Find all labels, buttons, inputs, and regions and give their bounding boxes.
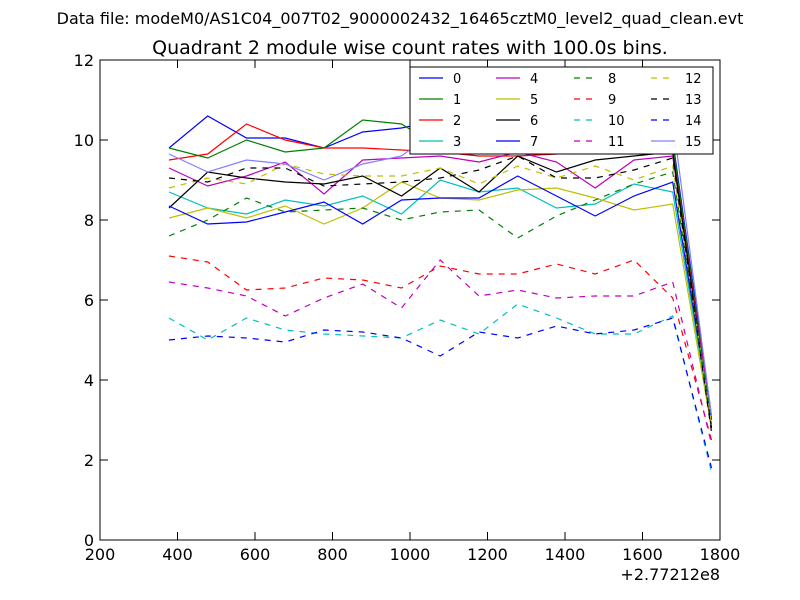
legend-label-14: 14: [685, 114, 702, 129]
series-line-10: [168, 303, 713, 473]
x-tick-label: 1400: [545, 545, 586, 564]
series-line-12: [168, 163, 713, 425]
series-line-4: [168, 151, 713, 421]
x-tick-label: 400: [162, 545, 193, 564]
x-tick-label: 800: [317, 545, 348, 564]
plot-area: 200 400 600 800 1000 1200 1400 1600 180002468101…: [74, 51, 741, 584]
legend-label-15: 15: [685, 135, 702, 150]
legend-label-13: 13: [685, 93, 702, 108]
x-tick-label: 600: [240, 545, 271, 564]
legend-label-5: 5: [530, 93, 538, 108]
tick-layer: 200 400 600 800 1000 1200 1400 1600 180002468101…: [74, 51, 741, 564]
x-tick-label: 1600: [622, 545, 663, 564]
x-tick-label: 1200: [467, 545, 508, 564]
series-line-3: [168, 179, 713, 425]
x-offset-label: +2.77212e8: [620, 565, 720, 584]
y-tick-label: 4: [84, 371, 94, 390]
legend-label-7: 7: [530, 135, 538, 150]
legend-label-2: 2: [453, 114, 461, 129]
legend-label-11: 11: [608, 135, 625, 150]
legend-label-6: 6: [530, 114, 538, 129]
legend-label-0: 0: [453, 72, 461, 87]
legend-label-12: 12: [685, 72, 702, 87]
series-line-8: [168, 171, 713, 421]
legend-label-9: 9: [608, 93, 616, 108]
series-line-9: [168, 255, 713, 441]
legend-label-10: 10: [608, 114, 625, 129]
legend-label-4: 4: [530, 72, 538, 87]
x-tick-label: 1000: [390, 545, 431, 564]
y-tick-label: 8: [84, 211, 94, 230]
y-tick-label: 10: [74, 131, 94, 150]
x-tick-label: 200: [85, 545, 116, 564]
y-tick-label: 12: [74, 51, 94, 70]
series-line-14: [168, 317, 713, 469]
series-line-7: [168, 175, 713, 421]
chart-title: Quadrant 2 module wise count rates with …: [152, 37, 668, 59]
suptitle: Data file: modeM0/AS1C04_007T02_90000024…: [57, 9, 744, 29]
x-tick-label: 1800: [700, 545, 741, 564]
series-layer: [168, 99, 713, 473]
series-line-11: [168, 259, 713, 445]
series-line-13: [168, 155, 713, 433]
y-tick-label: 2: [84, 451, 94, 470]
legend-label-8: 8: [608, 72, 616, 87]
legend-label-1: 1: [453, 93, 461, 108]
y-tick-label: 6: [84, 291, 94, 310]
legend-label-3: 3: [453, 135, 461, 150]
legend-frame: [409, 66, 714, 155]
y-tick-label: 0: [84, 531, 94, 550]
